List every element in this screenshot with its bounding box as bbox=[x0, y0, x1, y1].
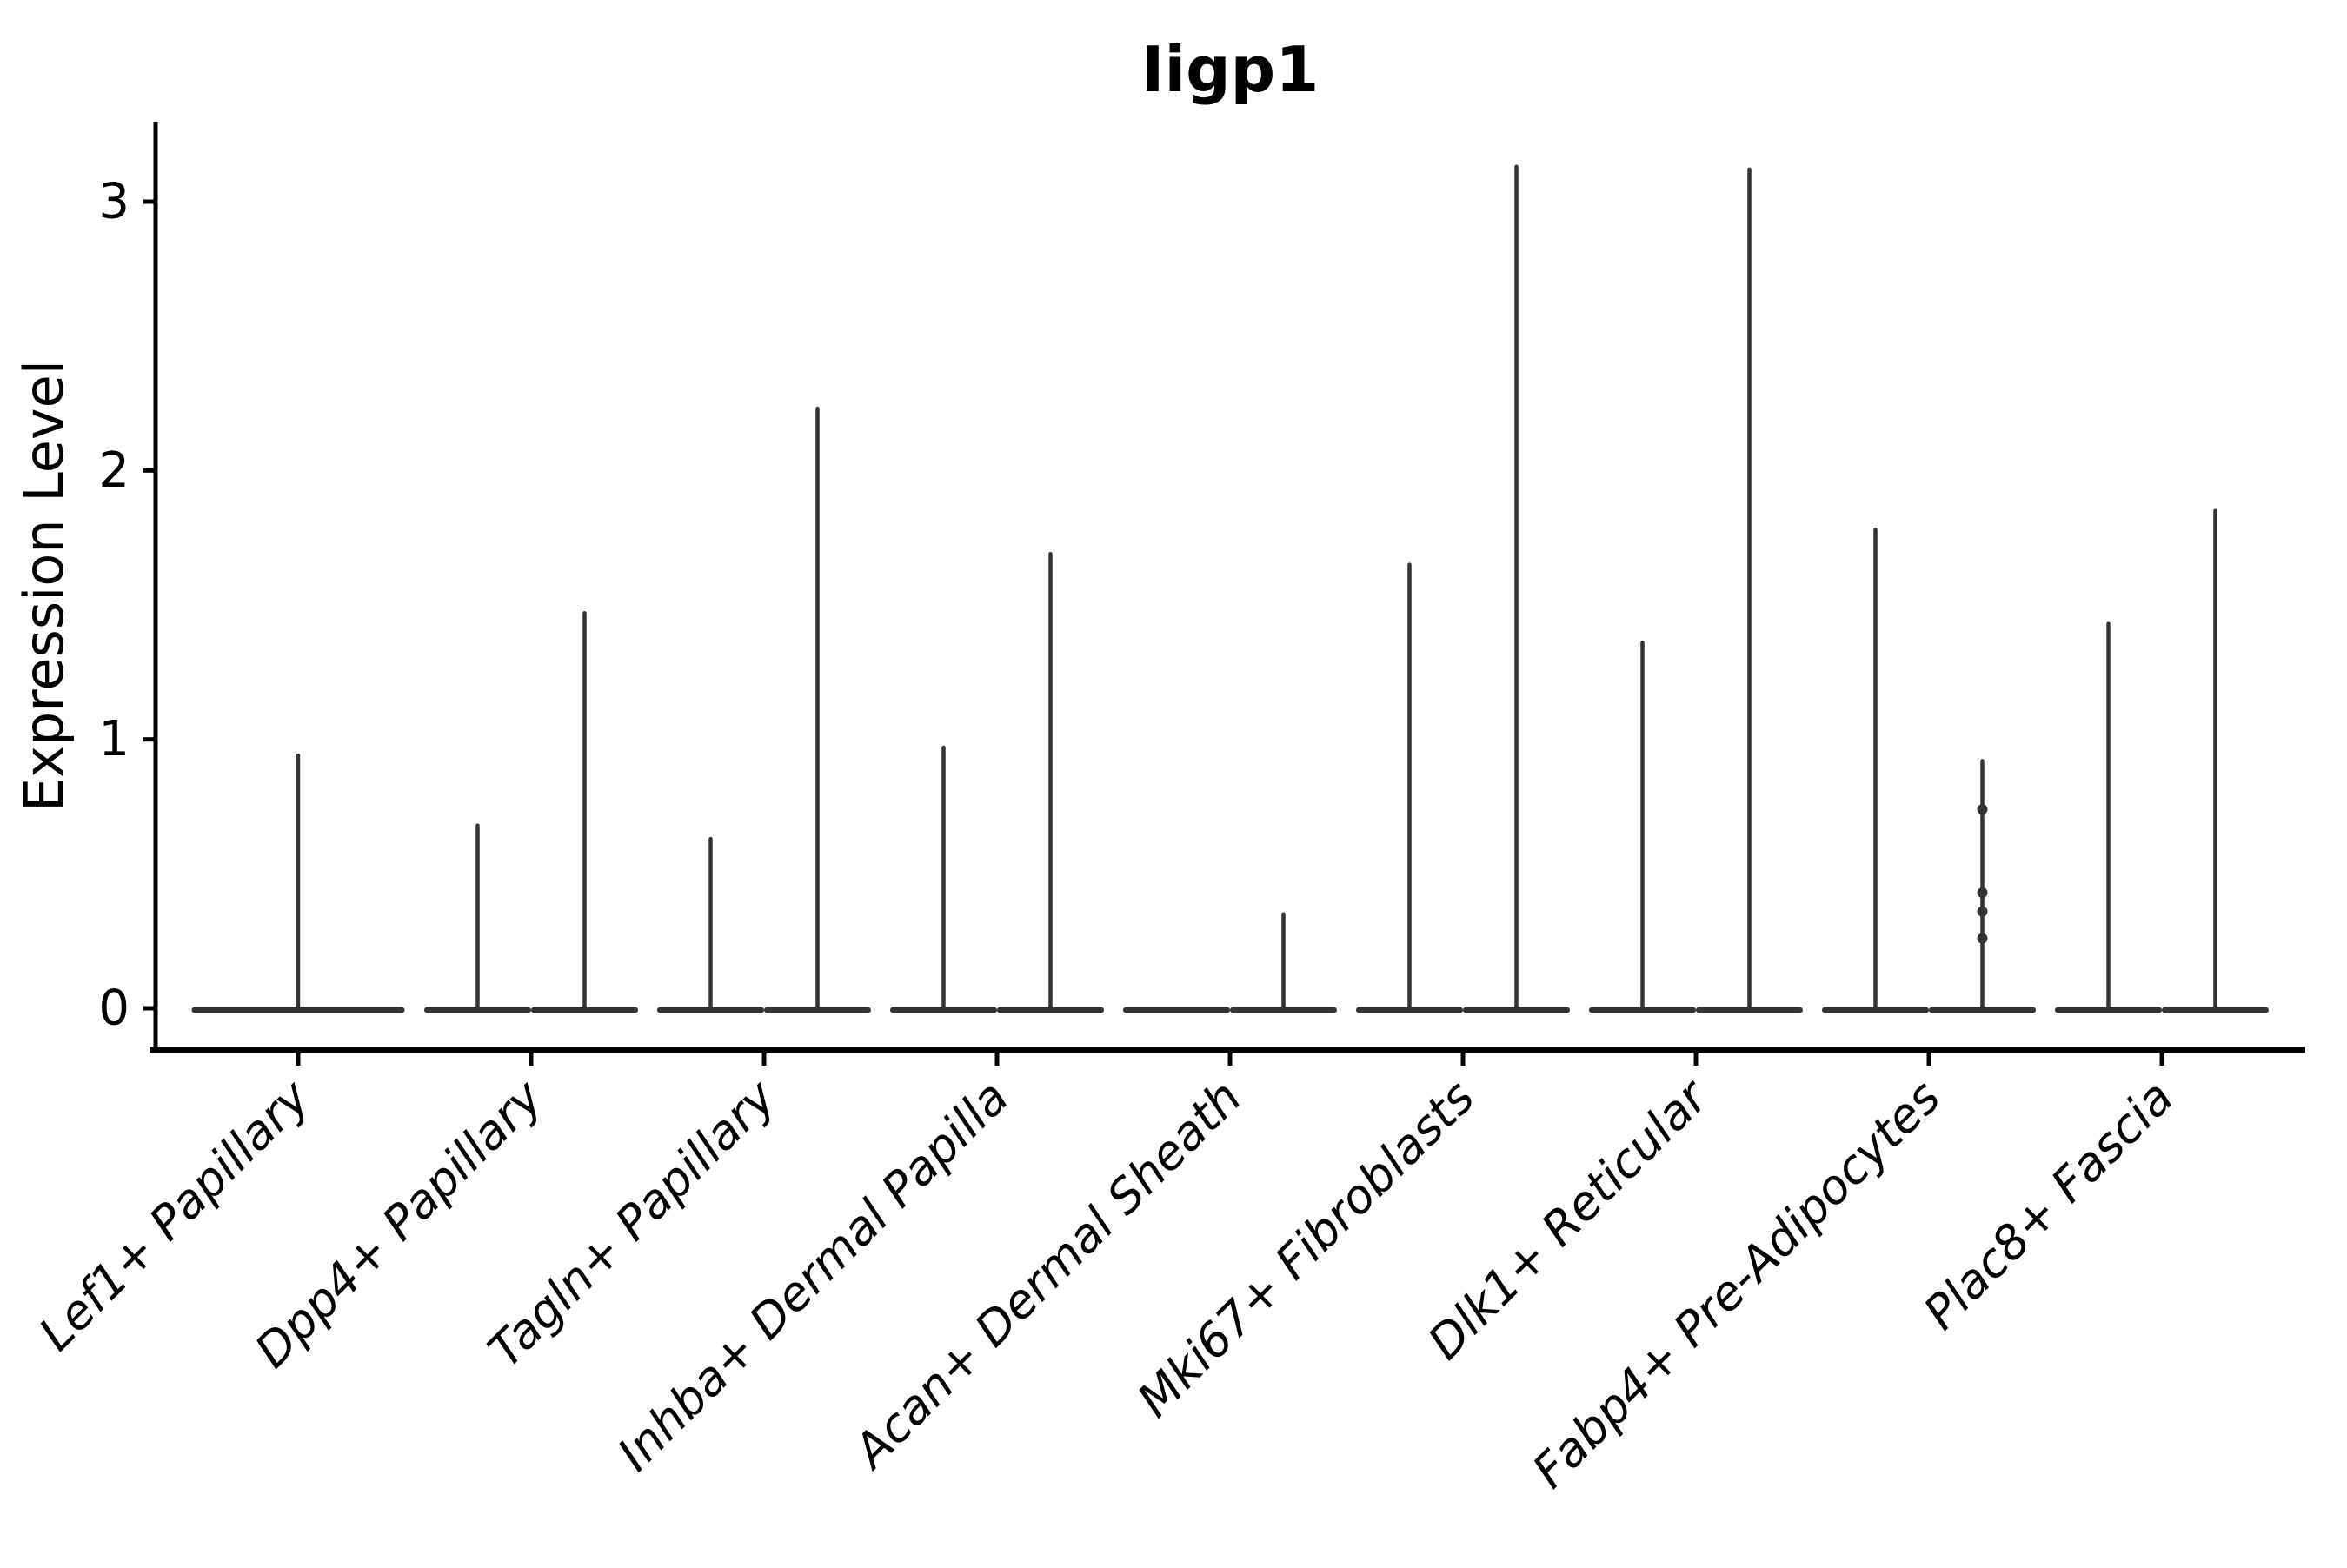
x-tick-label: Plac8+ Fascia bbox=[1913, 1070, 2184, 1340]
x-tick-label: Inhba+ Dermal Papilla bbox=[607, 1070, 1019, 1482]
y-tick-label: 1 bbox=[98, 711, 130, 767]
x-tick-label: Acan+ Dermal Sheath bbox=[841, 1070, 1252, 1480]
expression-dot bbox=[1977, 933, 1988, 944]
expression-dot bbox=[1977, 906, 1988, 917]
y-tick-label: 0 bbox=[98, 980, 130, 1037]
expression-dot bbox=[1977, 804, 1988, 815]
x-tick-label: Fabp4+ Pre-Adipocytes bbox=[1522, 1070, 1951, 1498]
y-tick-label: 2 bbox=[98, 442, 130, 499]
violin-layer bbox=[191, 164, 2269, 1013]
expression-dot bbox=[1977, 887, 1988, 898]
y-axis-label: Expression Level bbox=[12, 360, 76, 812]
y-tick-label: 3 bbox=[98, 174, 130, 230]
chart-title: Iigp1 bbox=[1141, 33, 1320, 106]
